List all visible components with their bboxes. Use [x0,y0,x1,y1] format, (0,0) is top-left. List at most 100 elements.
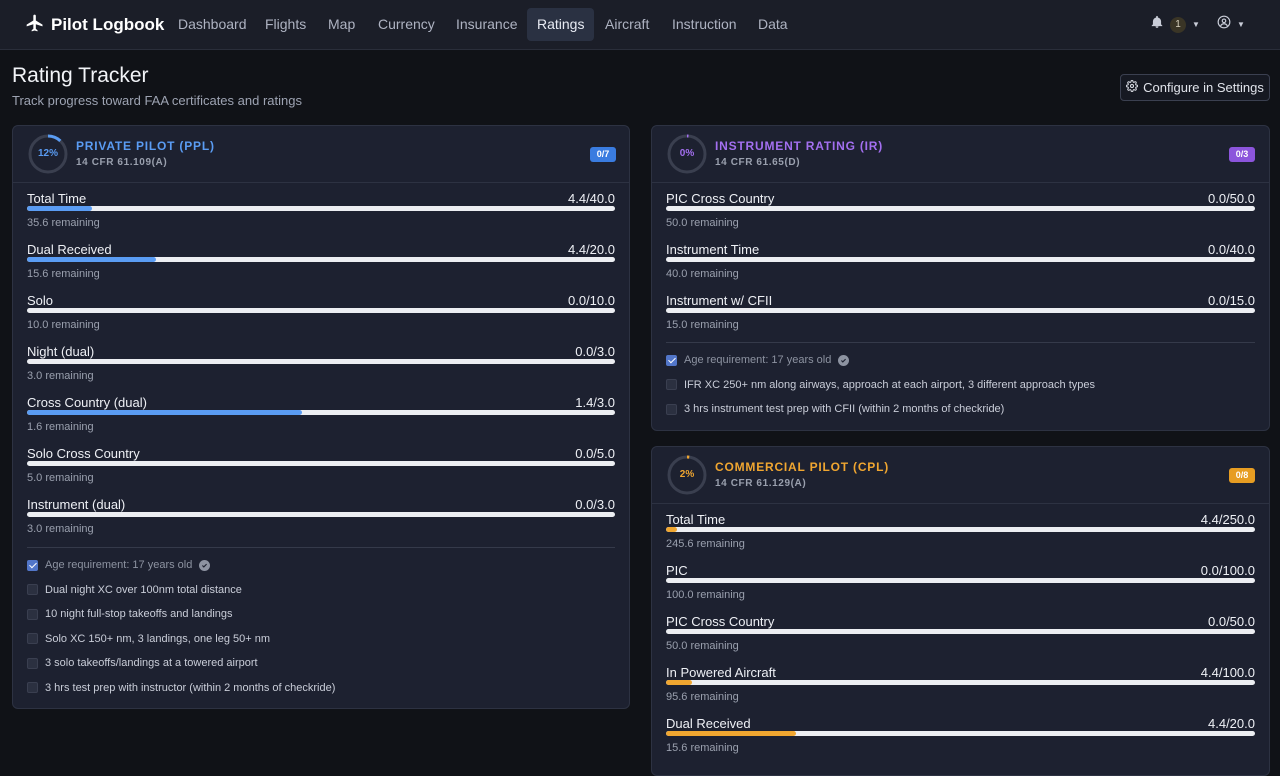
progress-ring [667,455,707,495]
nav-dashboard[interactable]: Dashboard [178,16,247,32]
checkbox[interactable] [27,608,38,620]
progress-bar [666,578,1255,583]
checklist-label: Solo XC 150+ nm, 3 landings, one leg 50+… [45,632,271,645]
configure-in-settings-button[interactable]: Configure in Settings [1120,74,1270,101]
user-circle-icon [1217,15,1231,34]
rating-regulation: 14 CFR 61.65(D) [715,157,801,168]
nav-data[interactable]: Data [758,16,788,32]
requirement-row: Total Time 4.4/250.0 245.6 remaining [666,512,1255,563]
checklist-item: Age requirement: 17 years old [27,557,615,573]
chevron-down-icon: ▼ [1192,20,1200,29]
progress-ring-fill [28,134,68,174]
requirement-row: Solo Cross Country 0.0/5.0 5.0 remaining [27,446,615,497]
brand-logo[interactable]: Pilot Logbook [25,13,164,37]
rating-card-ppl: 12% PRIVATE PILOT (PPL) 14 CFR 61.109(A)… [12,125,630,709]
requirement-remaining: 3.0 remaining [27,370,94,382]
checklist-item: Age requirement: 17 years old [666,352,1255,368]
requirement-label: Solo Cross Country [27,446,140,461]
progress-bar-fill [666,731,796,736]
nav-instruction[interactable]: Instruction [672,16,737,32]
notifications-dropdown[interactable]: 1 ▼ [1150,15,1200,34]
requirement-row: PIC 0.0/100.0 100.0 remaining [666,563,1255,614]
requirement-row: Instrument w/ CFII 0.0/15.0 15.0 remaining [666,293,1255,344]
completion-badge: 0/3 [1229,147,1255,162]
rating-title: INSTRUMENT RATING (IR) [715,139,884,153]
progress-bar [27,257,615,262]
gear-icon [1126,80,1139,95]
progress-bar [27,206,615,211]
requirement-label: Total Time [666,512,726,527]
progress-bar [27,512,615,517]
checkbox[interactable] [666,354,677,366]
user-menu-dropdown[interactable]: ▼ [1217,15,1245,34]
requirement-remaining: 100.0 remaining [666,589,745,601]
progress-bar-fill [666,680,692,685]
requirement-value: 1.4/3.0 [575,395,615,410]
requirement-value: 0.0/15.0 [1208,293,1255,308]
rating-card-ir: 0% INSTRUMENT RATING (IR) 14 CFR 61.65(D… [651,125,1270,431]
bell-icon [1150,15,1164,34]
requirement-value: 0.0/50.0 [1208,614,1255,629]
requirement-label: Total Time [27,191,87,206]
progress-ring-fill [667,455,707,495]
requirement-label: PIC [666,563,688,578]
completion-badge: 0/7 [590,147,616,162]
requirement-label: PIC Cross Country [666,614,775,629]
requirement-remaining: 10.0 remaining [27,319,100,331]
page-subtitle: Track progress toward FAA certificates a… [12,93,302,108]
requirement-value: 0.0/10.0 [568,293,615,308]
progress-bar [27,308,615,313]
checklist-item: 10 night full-stop takeoffs and landings [27,606,615,622]
requirement-remaining: 50.0 remaining [666,640,739,652]
progress-bar [666,527,1255,532]
nav-aircraft[interactable]: Aircraft [605,16,650,32]
divider [666,342,1255,343]
progress-bar-fill [666,527,677,532]
requirement-row: PIC Cross Country 0.0/50.0 50.0 remaining [666,191,1255,242]
nav-currency[interactable]: Currency [378,16,435,32]
requirement-remaining: 50.0 remaining [666,217,739,229]
checkbox[interactable] [666,379,677,390]
requirement-row: Cross Country (dual) 1.4/3.0 1.6 remaining [27,395,615,446]
requirement-row: In Powered Aircraft 4.4/100.0 95.6 remaini… [666,665,1255,716]
requirement-row: Instrument (dual) 0.0/3.0 3.0 remaining [27,497,615,548]
requirement-row: Solo 0.0/10.0 10.0 remaining [27,293,615,344]
checklist-label: Age requirement: 17 years old [684,354,832,366]
checklist-label: 3 solo takeoffs/landings at a towered ai… [45,657,258,669]
requirement-row: Total Time 4.4/40.0 35.6 remaining [27,191,615,242]
checkbox[interactable] [27,657,38,669]
nav-map[interactable]: Map [328,16,356,32]
checkbox[interactable] [666,403,677,415]
requirement-label: PIC Cross Country [666,191,775,206]
requirement-label: Night (dual) [27,344,95,359]
checkbox[interactable] [27,682,38,693]
checklist-label: 3 hrs test prep with instructor (within … [45,681,336,694]
requirement-remaining: 15.6 remaining [666,742,739,754]
nav-ratings[interactable]: Ratings [527,8,595,41]
checklist-item: 3 solo takeoffs/landings at a towered ai… [27,655,615,671]
checklist-label: 10 night full-stop takeoffs and landings [45,608,233,620]
progress-bar [666,629,1255,634]
nav-insurance[interactable]: Insurance [456,16,518,32]
requirement-label: Dual Received [666,716,751,731]
requirement-remaining: 15.0 remaining [666,319,739,331]
rating-regulation: 14 CFR 61.109(A) [76,157,168,168]
rating-card-cpl: 2% COMMERCIAL PILOT (CPL) 14 CFR 61.129(… [651,446,1270,776]
checklist-label: Age requirement: 17 years old [45,559,193,571]
checklist-label: IFR XC 250+ nm along airways, approach a… [684,378,1096,391]
progress-bar [666,731,1255,736]
requirement-value: 4.4/20.0 [568,242,615,257]
requirement-row: PIC Cross Country 0.0/50.0 50.0 remaining [666,614,1255,665]
requirement-value: 4.4/100.0 [1200,665,1255,680]
requirement-label: Dual Received [27,242,112,257]
checkbox[interactable] [27,559,38,571]
nav-flights[interactable]: Flights [265,16,307,32]
requirement-remaining: 1.6 remaining [27,421,94,433]
checklist-item: Solo XC 150+ nm, 3 landings, one leg 50+… [27,631,615,647]
checkbox[interactable] [27,633,38,644]
progress-bar-fill [27,257,157,262]
checkbox[interactable] [27,584,38,595]
requirement-row: Night (dual) 0.0/3.0 3.0 remaining [27,344,615,395]
requirement-label: Instrument (dual) [27,497,126,512]
rating-regulation: 14 CFR 61.129(A) [715,478,807,489]
